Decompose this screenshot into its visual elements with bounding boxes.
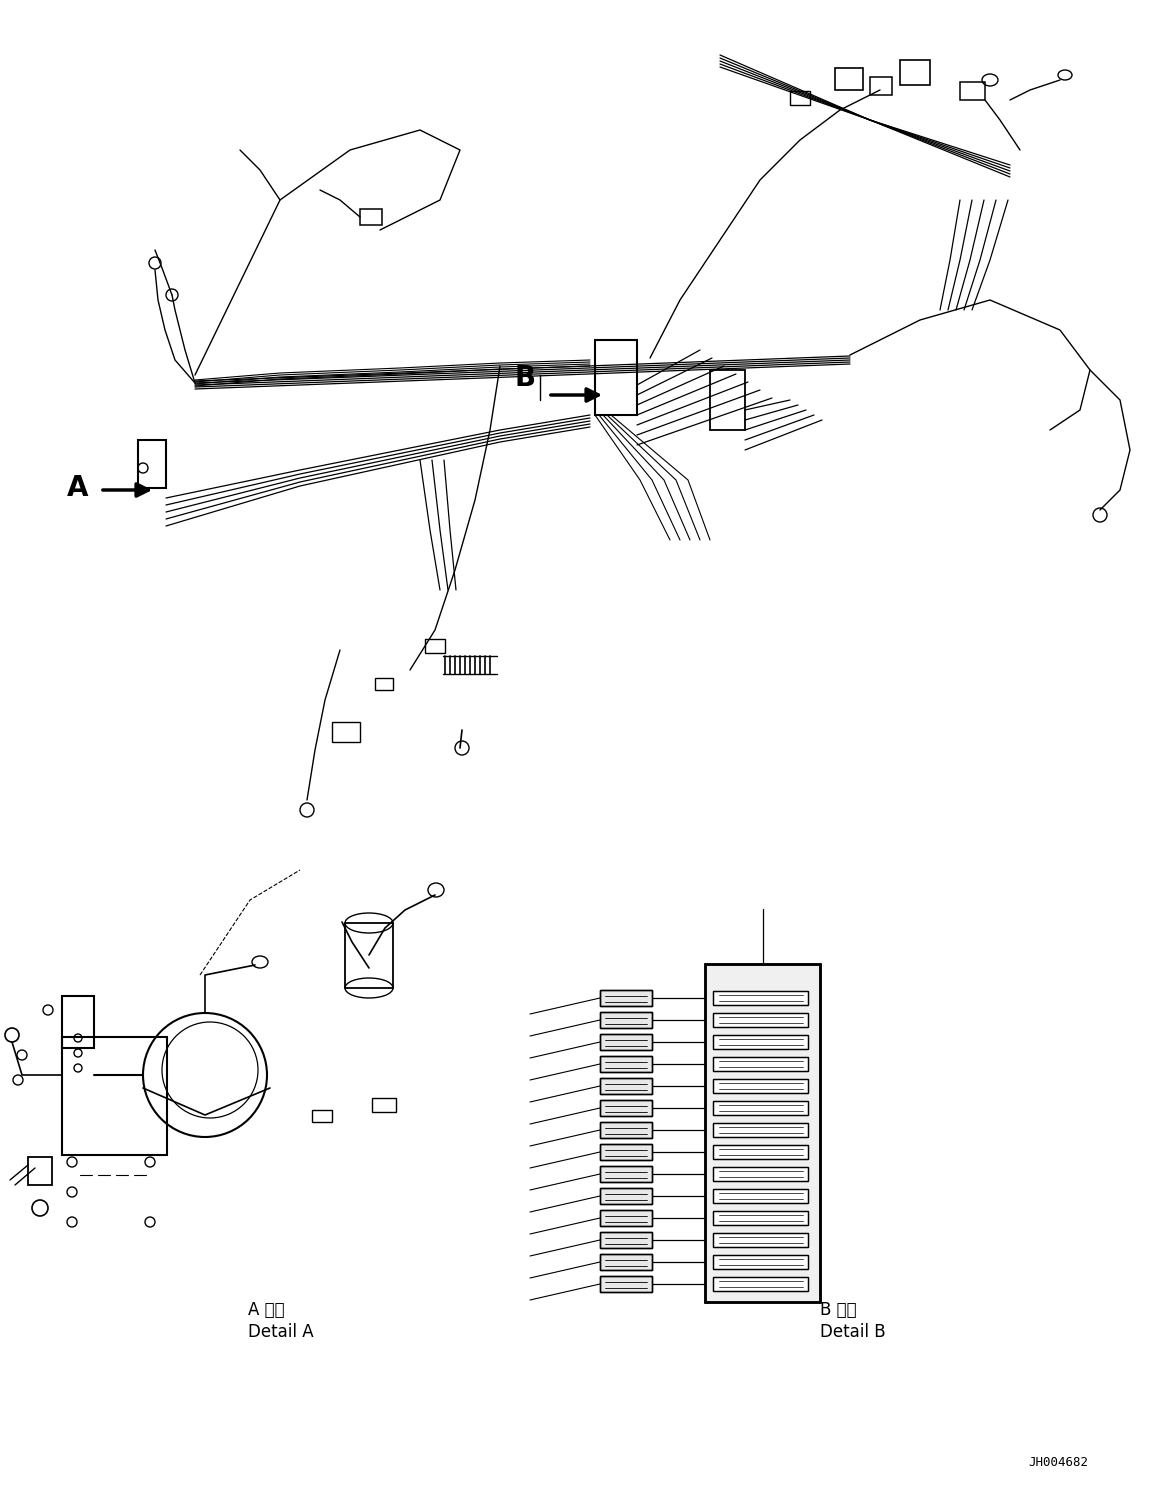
Bar <box>600 1122 652 1138</box>
Bar <box>600 1167 652 1181</box>
Bar <box>600 1277 652 1292</box>
Bar <box>709 371 745 430</box>
Bar <box>713 1101 808 1115</box>
Bar <box>372 1098 395 1112</box>
Bar <box>600 1144 652 1161</box>
Bar <box>600 1210 652 1226</box>
Bar <box>600 1077 652 1094</box>
Bar <box>331 722 361 743</box>
Bar <box>713 1277 808 1292</box>
Bar <box>62 1037 167 1155</box>
Bar <box>959 82 985 100</box>
Bar <box>713 991 808 1004</box>
Bar <box>900 60 930 85</box>
Bar <box>600 1100 652 1116</box>
Bar <box>600 1034 652 1051</box>
Bar <box>600 1187 652 1204</box>
Bar <box>713 991 808 1004</box>
Bar <box>713 1234 808 1247</box>
Bar <box>713 1013 808 1027</box>
Bar <box>361 208 381 225</box>
Bar <box>713 1234 808 1247</box>
Bar <box>713 1254 808 1269</box>
Bar <box>600 1056 652 1071</box>
Bar <box>713 1036 808 1049</box>
Bar <box>600 1277 652 1292</box>
Bar <box>600 1254 652 1269</box>
Bar <box>870 77 892 95</box>
Bar <box>713 1056 808 1071</box>
Bar <box>790 91 809 106</box>
Bar <box>713 1211 808 1225</box>
Bar <box>312 1110 331 1122</box>
Text: Detail A: Detail A <box>248 1323 314 1341</box>
Bar <box>600 1187 652 1204</box>
Bar <box>713 1144 808 1159</box>
Bar <box>600 1254 652 1269</box>
Bar <box>600 1034 652 1051</box>
Bar <box>713 1036 808 1049</box>
Bar <box>713 1254 808 1269</box>
Bar <box>835 68 863 89</box>
Bar <box>713 1079 808 1094</box>
Bar <box>424 638 445 653</box>
Text: Detail B: Detail B <box>820 1323 886 1341</box>
Bar <box>600 1100 652 1116</box>
Bar <box>600 1122 652 1138</box>
Bar <box>713 1167 808 1181</box>
Bar <box>600 1056 652 1071</box>
Bar <box>713 1123 808 1137</box>
Text: A: A <box>66 475 88 501</box>
Bar <box>345 923 393 988</box>
Bar <box>600 990 652 1006</box>
Text: A 詳細: A 詳細 <box>248 1301 285 1318</box>
Bar <box>595 339 637 415</box>
Bar <box>713 1013 808 1027</box>
Bar <box>713 1144 808 1159</box>
Bar <box>600 1232 652 1248</box>
Bar <box>600 1167 652 1181</box>
Bar <box>28 1158 52 1184</box>
Bar <box>600 990 652 1006</box>
Bar <box>713 1101 808 1115</box>
Bar <box>713 1189 808 1202</box>
Bar <box>713 1056 808 1071</box>
Bar <box>600 1012 652 1028</box>
Bar <box>713 1277 808 1292</box>
Bar <box>600 1144 652 1161</box>
Bar <box>705 964 820 1302</box>
Bar <box>713 1123 808 1137</box>
Bar <box>713 1189 808 1202</box>
Text: B: B <box>515 365 536 391</box>
Bar <box>138 440 166 488</box>
Bar <box>600 1210 652 1226</box>
Bar <box>713 1167 808 1181</box>
Bar <box>600 1232 652 1248</box>
Bar <box>600 1077 652 1094</box>
Bar <box>713 1079 808 1094</box>
Text: JH004682: JH004682 <box>1028 1455 1089 1469</box>
Bar <box>62 995 94 1048</box>
Bar <box>374 679 393 690</box>
Bar <box>600 1012 652 1028</box>
Bar <box>713 1211 808 1225</box>
Bar <box>705 964 820 1302</box>
Text: B 詳細: B 詳細 <box>820 1301 857 1318</box>
